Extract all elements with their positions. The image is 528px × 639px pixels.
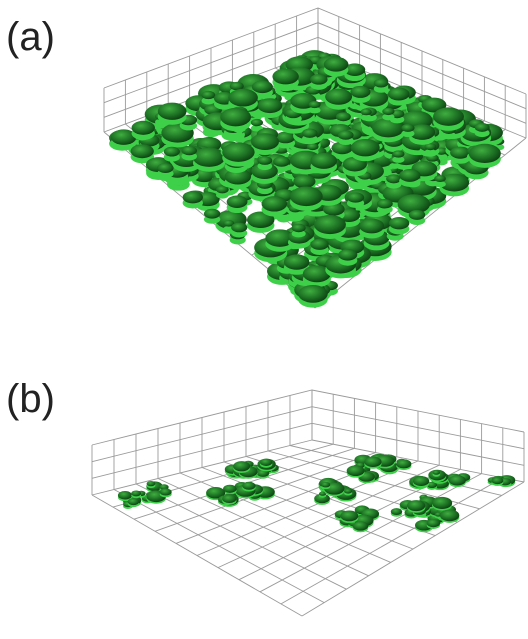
biofilm-blob xyxy=(347,192,364,202)
biofilm-blob xyxy=(309,101,321,108)
biofilm-blob xyxy=(396,459,411,468)
biofilm-blob xyxy=(310,74,327,84)
biofilm-blob xyxy=(338,130,354,139)
wall-line xyxy=(92,407,524,462)
biofilm-blob xyxy=(228,89,258,107)
biofilm-blob xyxy=(252,80,273,93)
biofilm-blob xyxy=(222,494,236,503)
biofilm-blob xyxy=(307,143,319,150)
biofilm-blob xyxy=(118,491,132,499)
biofilm-blob xyxy=(258,156,273,165)
biofilm-blob xyxy=(158,103,187,120)
biofilm-blob xyxy=(344,489,352,494)
panel-label: (a) xyxy=(6,15,55,59)
biofilm-blob xyxy=(131,490,141,496)
biofilm-blob xyxy=(399,169,420,182)
biofilm-blob xyxy=(433,470,440,474)
biofilm-blob xyxy=(251,133,279,150)
biofilm-blob xyxy=(386,174,401,183)
biofilm-blob xyxy=(223,485,237,493)
biofilm-blob xyxy=(251,119,263,126)
biofilm-blob xyxy=(298,285,328,303)
biofilm-blob xyxy=(407,500,425,511)
biofilm-blob xyxy=(413,476,429,486)
biofilm-blob xyxy=(131,144,154,158)
biofilm-blob xyxy=(258,98,283,113)
biofilm-blob xyxy=(434,175,446,182)
biofilm-blob xyxy=(388,88,410,101)
biofilm-blob xyxy=(392,150,404,157)
biofilm-blob xyxy=(377,199,393,208)
biofilm-blob xyxy=(260,459,272,466)
panel-label: (b) xyxy=(6,377,55,421)
biofilm-blob xyxy=(293,175,315,188)
biofilm-blob xyxy=(242,482,255,490)
biofilm-blob xyxy=(220,108,251,126)
biofilm-blob xyxy=(350,86,370,98)
biofilm-blob xyxy=(324,57,349,72)
biofilm xyxy=(118,454,515,532)
biofilm-blob xyxy=(231,223,247,233)
biofilm-blob xyxy=(353,521,369,530)
biofilm-edge xyxy=(389,163,400,169)
biofilm-blob xyxy=(164,147,180,157)
biofilm-blob xyxy=(183,191,203,203)
biofilm-blob xyxy=(147,481,156,486)
biofilm-blob xyxy=(193,148,225,167)
biofilm-blob xyxy=(202,91,216,99)
panel-b xyxy=(92,390,524,616)
biofilm-blob xyxy=(290,187,323,207)
biofilm-blob xyxy=(382,108,394,115)
biofilm-blob xyxy=(336,112,351,121)
floor-line xyxy=(281,478,503,604)
biofilm-blob xyxy=(409,210,426,220)
biofilm-blob xyxy=(302,129,318,138)
biofilm-blob xyxy=(321,482,330,487)
wall-top xyxy=(92,390,524,445)
biofilm-blob xyxy=(475,123,490,132)
biofilm-blob xyxy=(359,219,384,234)
biofilm-blob xyxy=(351,139,380,156)
biofilm-blob xyxy=(227,195,248,207)
biofilm-blob xyxy=(492,477,504,484)
biofilm-blob xyxy=(401,124,414,132)
biofilm-blob xyxy=(469,144,501,163)
biofilm-blob xyxy=(338,249,357,260)
biofilm-blob xyxy=(449,475,466,485)
biofilm-blob xyxy=(325,89,352,105)
biofilm-blob xyxy=(427,519,440,527)
biofilm-blob xyxy=(361,108,372,115)
panel-a xyxy=(104,8,526,308)
biofilm-edge xyxy=(361,114,372,120)
biofilm-blob xyxy=(128,498,140,505)
biofilm-blob xyxy=(310,153,337,169)
biofilm-blob xyxy=(262,196,288,211)
biofilm-blob xyxy=(391,508,402,515)
biofilm-blob xyxy=(374,79,389,88)
biofilm-blob xyxy=(389,217,410,229)
biofilm-blob xyxy=(182,146,197,155)
figure: (a) (b) xyxy=(0,0,528,639)
biofilm-blob xyxy=(347,465,365,476)
biofilm-blob xyxy=(233,461,250,471)
biofilm-blob xyxy=(292,224,306,232)
biofilm-blob xyxy=(433,107,464,126)
biofilm-blob xyxy=(132,121,155,135)
biofilm-blob xyxy=(222,142,254,161)
biofilm-blob xyxy=(160,488,172,495)
biofilm-blob xyxy=(310,239,328,250)
biofilm-blob xyxy=(432,497,452,509)
biofilm-blob xyxy=(314,215,346,234)
biofilm-blob xyxy=(364,457,381,467)
biofilm-blob xyxy=(157,163,173,173)
biofilm-blob xyxy=(272,69,298,85)
biofilm-blob xyxy=(273,156,290,166)
biofilm-blob xyxy=(284,254,310,269)
biofilm-blob xyxy=(440,510,459,522)
biofilm-blob xyxy=(204,209,220,219)
biofilm-blob xyxy=(340,511,358,522)
